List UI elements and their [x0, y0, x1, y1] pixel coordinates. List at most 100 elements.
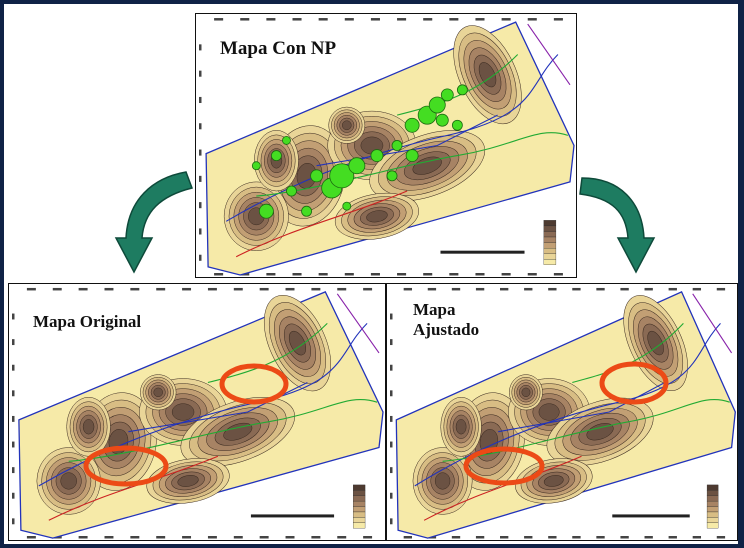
axis-tick [12, 492, 15, 499]
contour-ring [434, 472, 451, 490]
legend-swatch [352, 500, 366, 507]
axis-tick [527, 18, 537, 21]
axis-tick [199, 228, 202, 235]
map-title-ajustado: Mapa Ajustado [413, 300, 480, 339]
axis-tick [620, 287, 629, 291]
highlight-ellipse [83, 445, 169, 487]
axis-tick [620, 536, 629, 539]
well-bubble [348, 157, 366, 175]
axis-tick [501, 273, 511, 276]
axis-tick [716, 536, 726, 539]
legend-swatch [543, 220, 557, 227]
fault-line [336, 293, 380, 354]
axis-tick [285, 536, 295, 539]
well-bubble [251, 161, 261, 171]
axis-tick [553, 18, 563, 21]
axis-tick [318, 273, 328, 276]
axis-tick [104, 536, 114, 539]
axis-tick [199, 175, 202, 182]
axis-tick [500, 536, 509, 539]
axis-tick [390, 339, 393, 346]
axis-tick [199, 44, 202, 51]
well-bubble [286, 185, 297, 197]
contour-ring [366, 210, 388, 223]
axis-tick [390, 492, 393, 499]
axis-tick [104, 287, 114, 291]
legend-swatch [352, 517, 366, 523]
axis-tick [390, 415, 393, 422]
well-bubble [440, 88, 454, 102]
axis-tick [12, 364, 15, 371]
legend-swatch [352, 506, 366, 513]
contour-ring [647, 330, 664, 356]
axis-tick [390, 518, 393, 525]
axis-tick [363, 287, 373, 291]
well-bubble [391, 140, 403, 151]
axis-tick [524, 287, 533, 291]
axis-tick [130, 287, 140, 291]
axis-tick [370, 273, 380, 276]
legend-swatch [352, 495, 366, 502]
legend-swatch [706, 500, 719, 507]
axis-tick [390, 390, 393, 397]
scale-bar [250, 514, 335, 518]
axis-tick [318, 18, 328, 21]
legend-swatch [543, 225, 557, 232]
axis-tick [233, 536, 243, 539]
axis-tick [311, 287, 321, 291]
axis-tick [199, 149, 202, 156]
axis-tick [548, 287, 557, 291]
axis-tick [292, 18, 302, 21]
scale-bar [612, 514, 690, 518]
axis-tick [266, 273, 276, 276]
axis-tick [78, 536, 88, 539]
axis-tick [668, 287, 677, 291]
well-bubble [301, 205, 313, 217]
highlight-ellipse [219, 363, 289, 405]
axis-tick [12, 390, 15, 397]
contour-ring [455, 419, 467, 435]
axis-tick [337, 536, 347, 539]
fault-line [128, 382, 308, 433]
legend-swatch [706, 495, 719, 502]
axis-tick [449, 273, 459, 276]
highlight-ellipse [463, 446, 545, 486]
axis-tick [156, 536, 166, 539]
axis-tick [266, 18, 276, 21]
axis-tick [182, 287, 192, 291]
axis-tick [423, 273, 433, 276]
legend-swatch [543, 231, 557, 238]
well-bubble [310, 169, 324, 183]
well-bubble [456, 84, 468, 96]
axis-tick [12, 467, 15, 474]
legend-swatch [543, 242, 557, 249]
axis-tick [207, 287, 217, 291]
axis-tick [344, 18, 354, 21]
axis-tick [644, 287, 653, 291]
axis-tick [716, 287, 726, 291]
well-bubble [428, 96, 446, 114]
legend-swatch [543, 253, 557, 260]
axis-tick [475, 287, 485, 291]
contour-ring [521, 387, 531, 398]
axis-tick [527, 273, 537, 276]
axis-tick [501, 18, 511, 21]
axis-tick [259, 536, 269, 539]
well-bubble [270, 150, 282, 162]
axis-tick [199, 123, 202, 130]
axis-tick [12, 339, 15, 346]
legend-swatch [543, 236, 557, 243]
map-panel-ajustado: Mapa Ajustado [386, 283, 738, 541]
axis-tick [344, 273, 354, 276]
axis-tick [475, 273, 485, 276]
axis-tick [337, 287, 347, 291]
axis-tick [214, 273, 224, 276]
axis-tick [370, 18, 380, 21]
curved-arrow-left-icon [114, 171, 193, 274]
axis-tick [397, 18, 407, 21]
well-bubble [342, 201, 352, 211]
well-bubble [405, 149, 419, 163]
fault-line [498, 382, 666, 433]
legend-swatch [706, 484, 719, 491]
contour-ring [538, 403, 560, 421]
